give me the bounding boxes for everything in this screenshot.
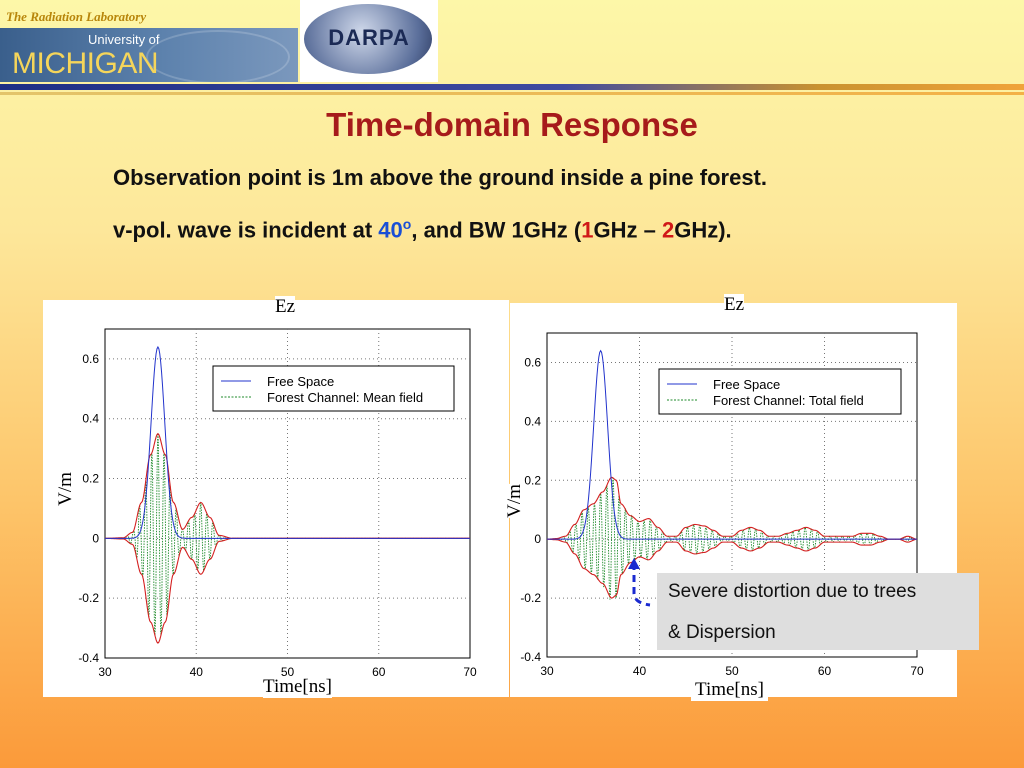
chart-left-ylabel: V/m — [54, 472, 77, 506]
x-tick-label: 30 — [540, 664, 554, 678]
seal-watermark — [146, 30, 290, 82]
globe-icon — [304, 4, 432, 74]
subtitle-prefix: v-pol. wave is incident at — [113, 217, 379, 243]
callout-line1: Severe distortion due to trees — [668, 581, 917, 602]
y-tick-label: 0.2 — [524, 473, 541, 487]
chart-right-ylabel: V/m — [503, 484, 526, 518]
subtitle-incidence: v-pol. wave is incident at 40o, and BW 1… — [113, 216, 732, 243]
arrow-head-icon — [628, 558, 640, 569]
x-tick-label: 40 — [190, 665, 204, 679]
x-tick-label: 70 — [910, 664, 924, 678]
chart-left-title: Ez — [275, 296, 296, 318]
lab-name: The Radiation Laboratory — [6, 9, 147, 24]
freq-low: 1 — [581, 217, 594, 243]
legend-forest-label: Forest Channel: Mean field — [267, 390, 423, 405]
y-tick-label: 0.2 — [82, 472, 99, 486]
x-tick-label: 70 — [463, 665, 477, 679]
y-tick-label: 0.4 — [524, 414, 541, 428]
header-divider-thin — [0, 92, 1024, 95]
distortion-arrow — [628, 558, 651, 607]
x-tick-label: 50 — [281, 665, 295, 679]
y-tick-label: 0.4 — [82, 412, 99, 426]
darpa-logo: DARPA — [300, 0, 438, 82]
arrow-path — [632, 563, 651, 607]
x-tick-label: 40 — [633, 664, 647, 678]
chart-right-title: Ez — [724, 294, 745, 316]
chart-left-xlabel: Time[ns] — [263, 676, 332, 698]
slide-title: Time-domain Response — [326, 106, 698, 143]
y-tick-label: 0 — [534, 532, 541, 546]
header-divider — [0, 84, 1024, 90]
y-tick-label: 0.6 — [524, 355, 541, 369]
y-tick-label: -0.4 — [520, 650, 541, 664]
x-tick-label: 60 — [372, 665, 386, 679]
upper-envelope-line — [546, 476, 918, 540]
legend-box — [212, 365, 455, 412]
chart-right-xlabel: Time[ns] — [691, 679, 768, 701]
logo-university-of: University of — [88, 32, 160, 47]
subtitle-mid: , and BW 1GHz ( — [411, 217, 582, 243]
legend-free-space-label: Free Space — [267, 374, 334, 389]
degree-mark: o — [402, 216, 412, 232]
y-tick-label: 0.6 — [82, 352, 99, 366]
x-tick-label: 50 — [725, 664, 739, 678]
logo-darpa: DARPA — [328, 25, 410, 50]
umich-logo: University of MICHIGAN — [0, 28, 298, 82]
callout-line2: & Dispersion — [668, 622, 776, 643]
chart-left-title-e: Ez — [275, 296, 296, 317]
subtitle-suffix: GHz). — [674, 217, 732, 243]
y-tick-label: 0 — [92, 531, 99, 545]
y-tick-label: -0.2 — [520, 591, 541, 605]
lower-envelope-line — [546, 538, 918, 599]
subtitle-observation: Observation point is 1m above the ground… — [113, 165, 767, 190]
chart-left: 30 40 50 60 70 0.6 0.4 0.2 0 -0.2 -0.4 Free SpaceFo… — [78, 328, 477, 679]
subtitle-unit1: GHz – — [593, 217, 662, 243]
distortion-callout: Severe distortion due to trees & Dispers… — [657, 573, 979, 650]
forest-channel-line — [547, 477, 917, 600]
legend-free-space-label: Free Space — [713, 377, 780, 392]
x-tick-label: 60 — [818, 664, 832, 678]
angle-value: 40 — [378, 217, 403, 243]
free-space-line — [547, 349, 917, 540]
y-tick-label: -0.2 — [78, 591, 99, 605]
free-space-line — [105, 345, 470, 539]
logo-michigan: MICHIGAN — [12, 47, 159, 80]
y-tick-label: -0.4 — [78, 651, 99, 665]
freq-high: 2 — [661, 217, 675, 243]
legend-box — [658, 368, 902, 415]
chart-left-panel: 30 40 50 60 70 0.6 0.4 0.2 0 -0.2 -0.4 Free Space Fo… — [43, 300, 509, 697]
chart-right-title-e: Ez — [724, 294, 745, 315]
legend-forest-label: Forest Channel: Total field — [713, 393, 864, 408]
x-tick-label: 30 — [98, 665, 112, 679]
